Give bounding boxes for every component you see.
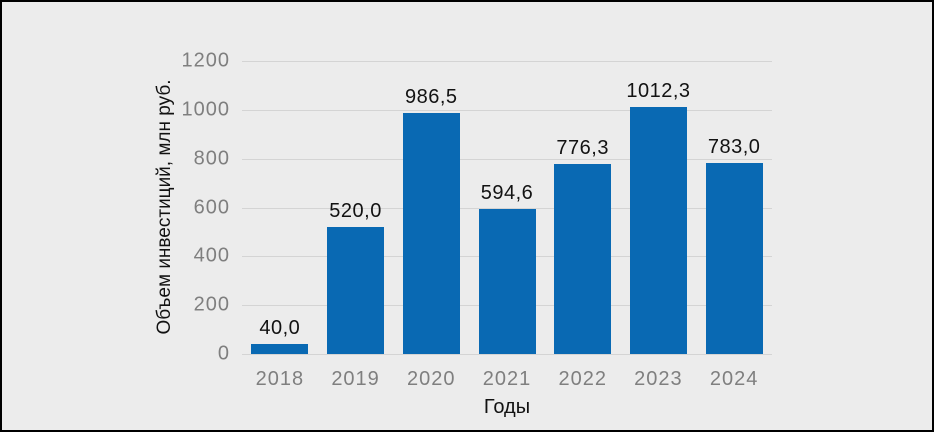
y-tick-label: 200: [193, 293, 230, 316]
x-tick-label-2021: 2021: [482, 368, 532, 390]
value-label-2020: 986,5: [405, 86, 458, 109]
bar-2022: [554, 164, 612, 354]
value-label-2024: 783,0: [707, 135, 761, 158]
y-tick-label: 400: [193, 244, 230, 267]
y-axis-title: Объем инвестиций, млн руб.: [154, 79, 175, 335]
bar-2021: [478, 208, 536, 354]
gridline-y-1200: [242, 61, 772, 62]
value-label-2023: 1012,3: [626, 79, 691, 102]
x-tick-label-2022: 2022: [558, 368, 607, 390]
gridline-y-1000: [242, 109, 772, 111]
value-label-2022: 776,3: [556, 137, 609, 160]
gridline-y-0: [242, 354, 772, 355]
bar-2020: [402, 113, 460, 354]
value-label-2018: 40,0: [259, 317, 301, 340]
bar-2024: [705, 162, 763, 354]
y-tick-label: 1000: [181, 98, 230, 121]
bar-2023: [629, 106, 687, 354]
gridline-y-600: [242, 207, 772, 209]
y-tick-label: 600: [193, 196, 230, 218]
x-tick-label-2020: 2020: [407, 368, 456, 390]
y-tick-label: 800: [193, 147, 230, 170]
value-label-2021: 594,6: [480, 181, 534, 204]
x-tick-label-2019: 2019: [331, 368, 380, 390]
bar-2019: [327, 227, 385, 354]
y-tick-label: 0: [217, 342, 230, 365]
x-tick-label-2023: 2023: [634, 368, 683, 390]
x-tick-label-2018: 2018: [255, 368, 305, 390]
y-tick-label: 1200: [181, 49, 230, 72]
gridline-y-800: [242, 158, 772, 160]
x-axis-title: Годы: [483, 396, 531, 418]
bar-2018: [251, 344, 309, 354]
plot-area: 40,0 520,0 986,5 594,6 776,3 1012,3 783,0: [242, 61, 772, 355]
value-label-2019: 520,0: [329, 200, 382, 223]
x-tick-label-2024: 2024: [709, 368, 759, 390]
